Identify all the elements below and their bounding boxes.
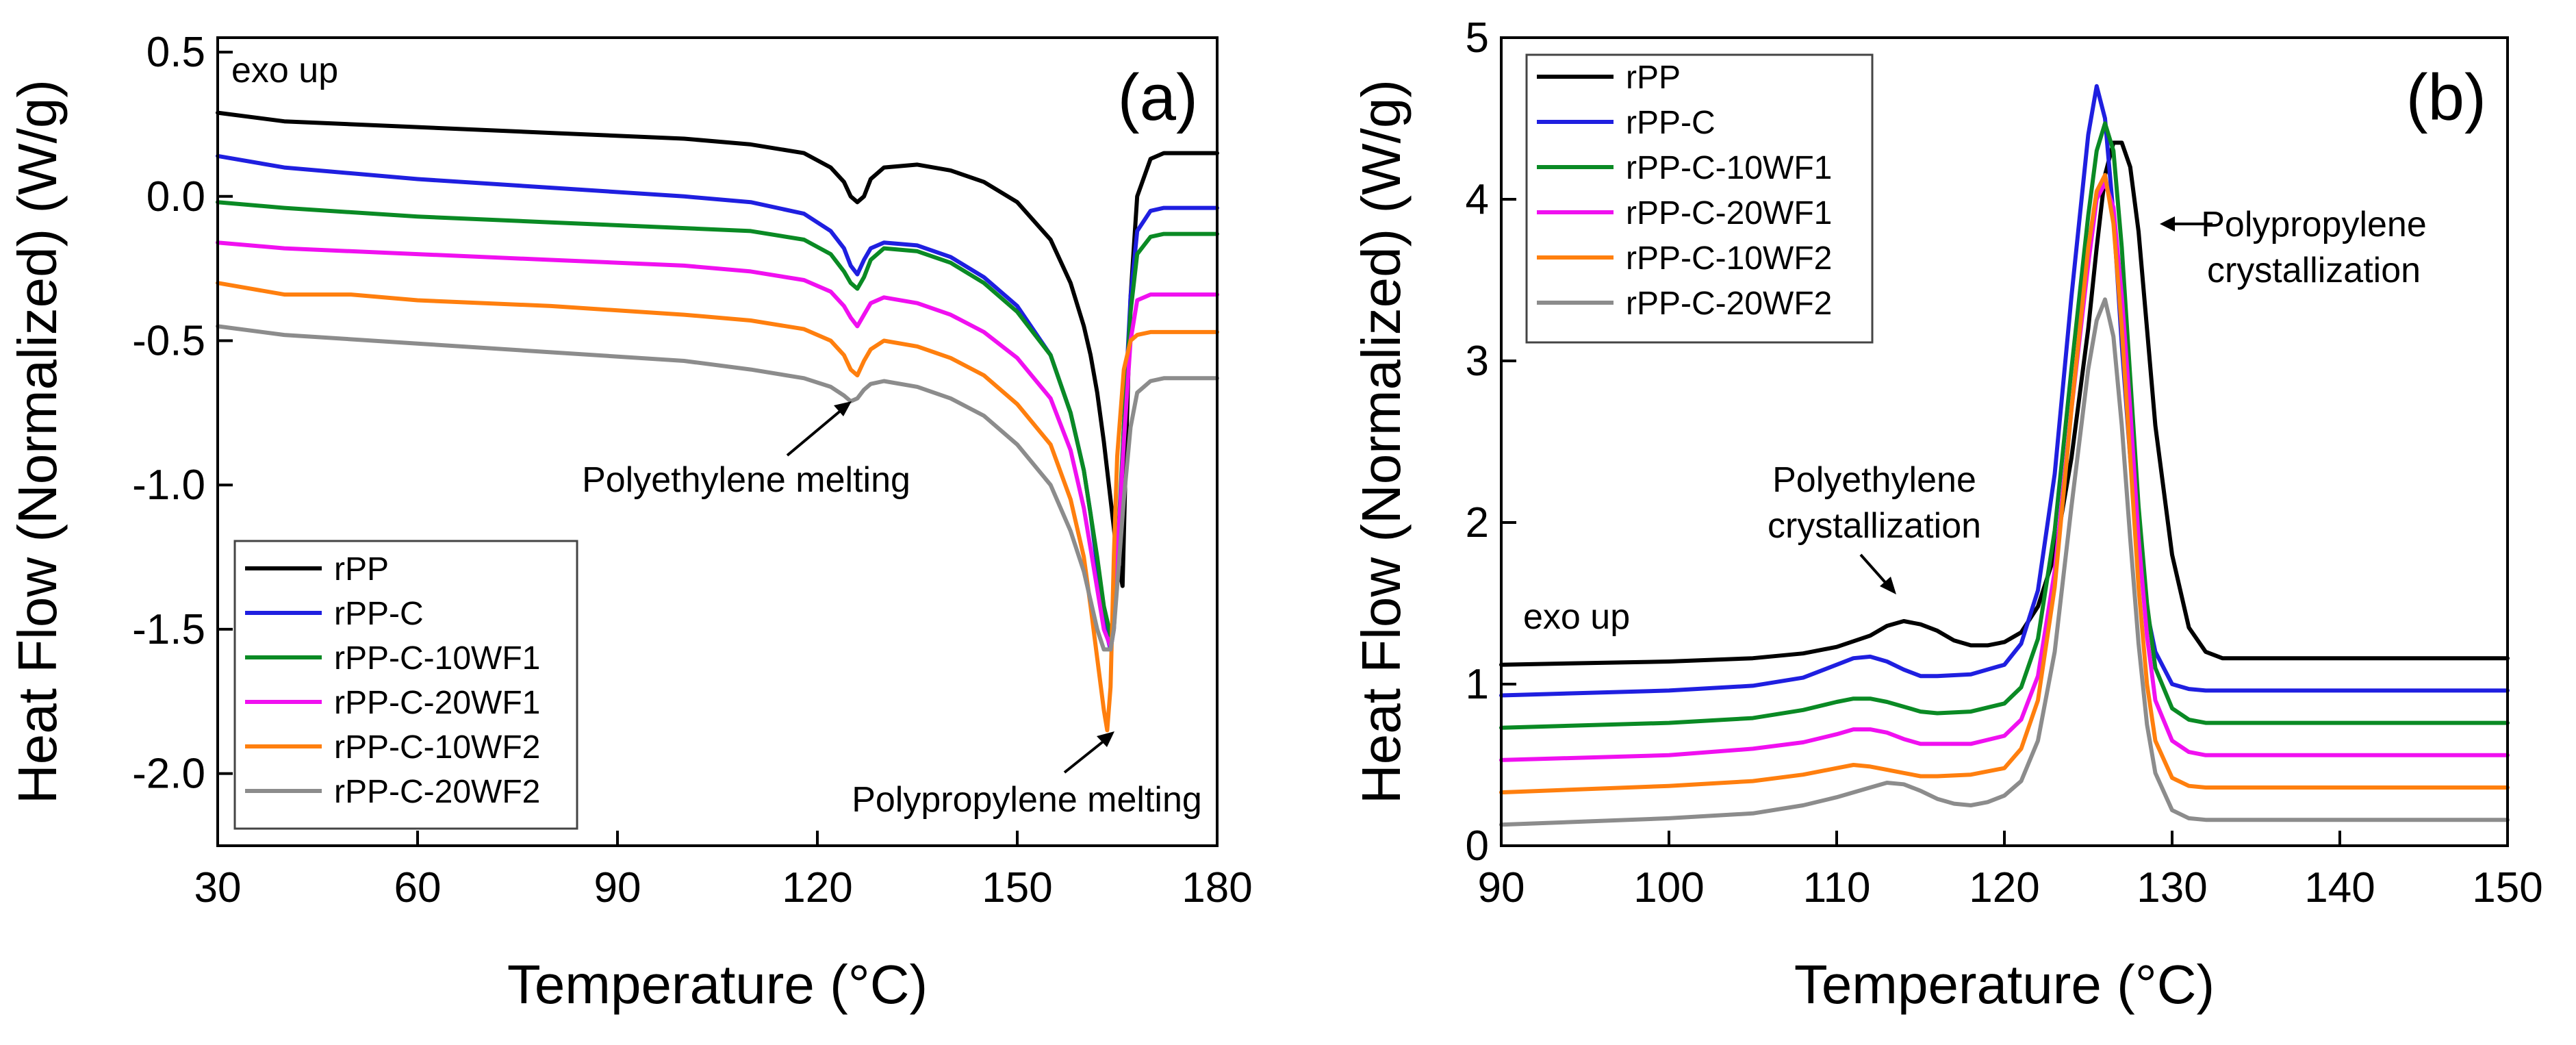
y-tick-label: 3	[1466, 338, 1489, 385]
x-tick-label: 90	[594, 864, 641, 911]
legend-item-rPP-C-20WF2: rPP-C-20WF2	[245, 774, 540, 810]
x-tick-label: 120	[1969, 864, 2039, 911]
arrowhead-polypropylene-melting	[1097, 731, 1114, 747]
x-tick-label: 110	[1803, 864, 1871, 911]
svg-text:rPP-C-10WF2: rPP-C-10WF2	[1626, 240, 1832, 277]
annotation-polypropylene-crystallization-line2: crystallization	[2207, 251, 2421, 290]
panel-a-tag: (a)	[1118, 61, 1198, 134]
arrowhead-polyethylene-melting	[834, 401, 852, 416]
legend-item-rPP-C-20WF1: rPP-C-20WF1	[1537, 195, 1832, 231]
y-tick-label: 1	[1466, 661, 1489, 708]
panel-a-x-axis-title: Temperature (°C)	[507, 954, 928, 1015]
annotation-polyethylene-melting: Polyethylene melting	[582, 460, 910, 500]
legend-item-rPP-C-10WF1: rPP-C-10WF1	[1537, 150, 1832, 186]
legend-item-rPP: rPP	[245, 551, 389, 588]
y-tick-label: 0.0	[146, 173, 205, 221]
arrowhead-polypropylene-crystallization	[2160, 216, 2175, 231]
legend-item-rPP-C-10WF2: rPP-C-10WF2	[245, 729, 540, 766]
x-tick-label: 150	[982, 864, 1052, 911]
panel-b: 90 100 110 120 130 140 150 0 1 2 3 4 5 (b) exo up Te…	[1351, 14, 2543, 1015]
panel-b-exo-note: exo up	[1523, 597, 1630, 637]
legend-item-rPP-C: rPP-C	[245, 596, 424, 632]
panel-b-legend: rPP rPP-C rPP-C-10WF1 rPP-C-20WF1 rPP-C-…	[1525, 53, 1874, 344]
x-tick-label: 30	[194, 864, 242, 911]
svg-text:rPP-C: rPP-C	[1626, 105, 1716, 141]
svg-text:rPP-C-20WF2: rPP-C-20WF2	[334, 774, 540, 810]
svg-text:rPP-C-20WF2: rPP-C-20WF2	[1626, 286, 1832, 322]
x-tick-label: 100	[1633, 864, 1704, 911]
svg-text:rPP-C-10WF1: rPP-C-10WF1	[1626, 150, 1832, 186]
y-tick-label: 2	[1466, 499, 1489, 546]
svg-text:rPP: rPP	[334, 551, 389, 588]
annotation-polypropylene-melting: Polypropylene melting	[852, 780, 1202, 820]
svg-text:rPP-C-10WF2: rPP-C-10WF2	[334, 729, 540, 766]
annotation-polypropylene-crystallization-line1: Polypropylene	[2201, 205, 2427, 244]
series-line-rPP-C-20WF2	[1499, 297, 2510, 827]
svg-text:rPP-C-20WF1: rPP-C-20WF1	[334, 685, 540, 721]
panel-a-ticks: 30 60 90 120 150 180 -2.0 -1.5 -1.0 -0.5 0.0 0.5	[132, 29, 1253, 911]
annotation-polyethylene-crystallization-line2: crystallization	[1768, 506, 1981, 546]
y-tick-label: 0	[1466, 822, 1489, 870]
legend-item-rPP-C-20WF1: rPP-C-20WF1	[245, 685, 540, 721]
x-tick-label: 90	[1478, 864, 1525, 911]
annotation-polyethylene-crystallization-line1: Polyethylene	[1772, 460, 1976, 500]
arrow-polyethylene-crystallization	[1859, 553, 1889, 587]
series-line-rPP-C	[1499, 84, 2510, 698]
y-tick-label: 4	[1466, 176, 1489, 223]
series-line-rPP-C-10WF2	[216, 281, 1219, 733]
y-tick-label: -0.5	[132, 318, 205, 365]
y-tick-label: 5	[1466, 14, 1489, 62]
panel-a-legend: rPP rPP-C rPP-C-10WF1 rPP-C-20WF1 rPP-C-…	[233, 540, 578, 830]
legend-item-rPP-C-10WF1: rPP-C-10WF1	[245, 640, 540, 677]
panel-b-y-axis-title: Heat Flow (Normalized) (W/g)	[1351, 79, 1412, 804]
arrow-polyethylene-melting	[786, 408, 843, 457]
panel-a: 30 60 90 120 150 180 -2.0 -1.5 -1.0 -0.5 0.0 0.5 (a…	[7, 29, 1253, 1015]
x-tick-label: 150	[2472, 864, 2542, 911]
x-tick-label: 60	[394, 864, 442, 911]
panel-b-series	[1499, 84, 2510, 827]
y-tick-label: -1.0	[132, 462, 205, 509]
legend-item-rPP-C-10WF2: rPP-C-10WF2	[1537, 240, 1832, 277]
y-tick-label: -1.5	[132, 606, 205, 653]
svg-text:rPP-C-10WF1: rPP-C-10WF1	[334, 640, 540, 677]
y-tick-label: -2.0	[132, 751, 205, 798]
panel-b-x-axis-title: Temperature (°C)	[1794, 954, 2215, 1015]
x-tick-label: 120	[782, 864, 852, 911]
svg-text:rPP: rPP	[1626, 60, 1681, 96]
panel-b-ticks: 90 100 110 120 130 140 150 0 1 2 3 4 5	[1466, 14, 2543, 911]
panel-a-exo-note: exo up	[231, 51, 338, 90]
svg-text:rPP-C: rPP-C	[334, 596, 424, 632]
x-tick-label: 140	[2304, 864, 2375, 911]
panel-b-tag: (b)	[2406, 61, 2486, 134]
panel-a-y-axis-title: Heat Flow (Normalized) (W/g)	[7, 79, 68, 804]
legend-item-rPP: rPP	[1537, 60, 1681, 96]
arrowhead-polyethylene-crystallization	[1880, 577, 1896, 594]
series-line-rPP-C-20WF1	[216, 240, 1219, 649]
x-tick-label: 130	[2137, 864, 2207, 911]
panel-a-plot-frame	[216, 36, 1219, 847]
legend-item-rPP-C-20WF2: rPP-C-20WF2	[1537, 286, 1832, 322]
series-line-rPP-C-10WF1	[1499, 121, 2510, 730]
series-line-rPP-C-20WF2	[216, 324, 1219, 652]
x-tick-label: 180	[1182, 864, 1252, 911]
series-line-rPP-C-10WF2	[1499, 173, 2510, 795]
svg-text:rPP-C-20WF1: rPP-C-20WF1	[1626, 195, 1832, 231]
y-tick-label: 0.5	[146, 29, 205, 76]
arrow-polypropylene-melting	[1063, 738, 1107, 774]
legend-item-rPP-C: rPP-C	[1537, 105, 1716, 141]
panel-a-series	[216, 110, 1219, 733]
